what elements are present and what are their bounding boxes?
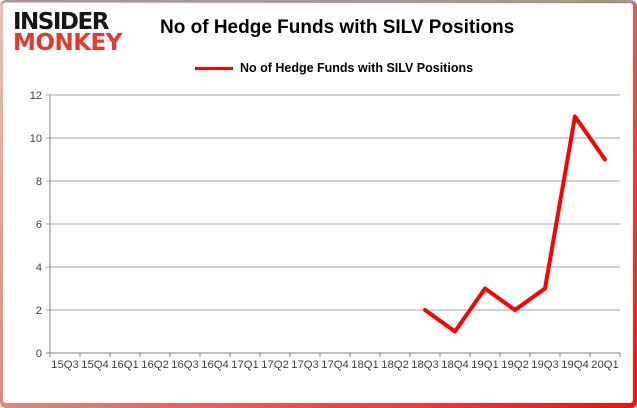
y-tick-label: 12 xyxy=(30,90,42,102)
chart-inner-panel: INSIDER MONKEY No of Hedge Funds with SI… xyxy=(3,3,633,403)
x-tick-label: 19Q4 xyxy=(561,359,589,371)
legend: No of Hedge Funds with SILV Positions xyxy=(3,60,633,76)
y-tick-label: 0 xyxy=(36,348,42,360)
x-tick-label: 18Q4 xyxy=(441,359,469,371)
x-tick-label: 16Q4 xyxy=(201,359,229,371)
insider-monkey-logo: INSIDER MONKEY xyxy=(13,9,122,56)
chart-title: No of Hedge Funds with SILV Positions xyxy=(160,17,515,38)
x-tick-label: 17Q4 xyxy=(321,359,349,371)
series-line xyxy=(423,114,607,334)
y-tick-label: 8 xyxy=(36,176,42,188)
x-tick-label: 19Q1 xyxy=(471,359,499,371)
y-tick-label: 4 xyxy=(36,262,42,274)
x-tick-label: 16Q2 xyxy=(141,359,169,371)
x-tick-label: 16Q3 xyxy=(171,359,199,371)
x-tick-label: 18Q2 xyxy=(381,359,409,371)
x-tick-label: 19Q3 xyxy=(531,359,559,371)
x-tick-label: 18Q1 xyxy=(351,359,379,371)
x-tick-label: 17Q2 xyxy=(261,359,289,371)
y-tick-label: 6 xyxy=(36,219,42,231)
legend-line-swatch xyxy=(194,66,233,70)
y-tick-label: 10 xyxy=(30,133,42,145)
x-tick-label: 18Q3 xyxy=(411,359,439,371)
x-tick-label: 16Q1 xyxy=(111,359,139,371)
legend-label: No of Hedge Funds with SILV Positions xyxy=(239,61,474,75)
x-tick-label: 19Q2 xyxy=(501,359,529,371)
logo-word-insider: INSIDER xyxy=(13,9,109,35)
y-tick-label: 2 xyxy=(36,305,42,317)
logo-word-monkey: MONKEY xyxy=(13,30,122,56)
x-tick-label: 17Q3 xyxy=(291,359,319,371)
x-tick-label: 17Q1 xyxy=(231,359,259,371)
x-tick-label: 20Q1 xyxy=(591,359,619,371)
x-tick-label: 15Q4 xyxy=(81,359,109,371)
x-tick-label: 15Q3 xyxy=(51,359,79,371)
